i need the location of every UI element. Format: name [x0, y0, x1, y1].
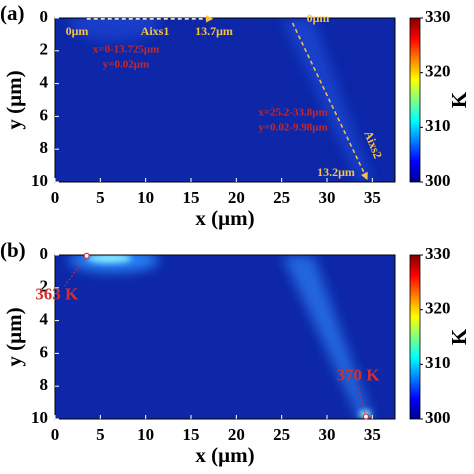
annotation: 0μm [307, 11, 330, 25]
annotation: Aixs1 [141, 24, 170, 38]
heatmap-field [55, 255, 395, 419]
y-axis-label: y (μm) [2, 307, 26, 366]
y-tick-label: 10 [31, 171, 48, 190]
hotspot [362, 413, 370, 420]
colorbar-label: K [447, 91, 471, 108]
y-tick-label: 0 [40, 7, 49, 26]
hotspot [83, 252, 90, 259]
hotspot-label: 370 K [336, 365, 380, 384]
panel-label: (b) [0, 238, 26, 262]
colorbar-tick-label: 320 [425, 299, 451, 318]
heat-streak [281, 18, 373, 182]
colorbar [409, 254, 421, 420]
x-axis-label: x (μm) [195, 443, 254, 467]
plot-frame [54, 17, 396, 183]
x-tick-label: 20 [228, 425, 245, 444]
plot-frame [54, 254, 396, 420]
y-axis-label: y (μm) [2, 70, 26, 129]
x-tick-label: 10 [137, 425, 154, 444]
y-tick-label: 0 [40, 244, 49, 263]
y-tick-label: 4 [40, 73, 49, 92]
x-tick-label: 0 [51, 425, 60, 444]
colorbar-tick-label: 310 [425, 353, 451, 372]
hotspot-label: 363 K [35, 285, 79, 304]
annotation: 13.7μm [195, 24, 233, 38]
colorbar-tick-label: 300 [425, 171, 451, 190]
panel-label: (a) [0, 1, 25, 25]
colorbar-label: K [447, 328, 471, 345]
annotation: 0μm [66, 24, 89, 38]
x-tick-label: 35 [364, 425, 381, 444]
x-tick-label: 30 [319, 425, 336, 444]
x-tick-label: 15 [183, 425, 200, 444]
y-tick-label: 6 [40, 342, 49, 361]
x-axis-label: x (μm) [195, 206, 254, 230]
x-tick-label: 0 [51, 188, 60, 207]
colorbar [409, 17, 421, 183]
y-tick-label: 4 [40, 310, 49, 329]
colorbar-tick-label: 310 [425, 116, 451, 135]
heat-features [68, 18, 373, 182]
colorbar-tick-label: 330 [425, 244, 451, 263]
annotation: y=0.02-9.98μm [258, 122, 327, 134]
x-tick-label: 20 [228, 188, 245, 207]
y-tick-label: 2 [40, 40, 49, 59]
colorbar-tick-label: 320 [425, 62, 451, 81]
x-tick-label: 25 [273, 188, 290, 207]
heat-streak [281, 255, 373, 419]
x-tick-label: 30 [319, 188, 336, 207]
heat-blob [68, 18, 159, 41]
annotation: 13.2μm [317, 165, 355, 179]
y-tick-label: 10 [31, 408, 48, 427]
annotation: x=25.2-33.8μm [258, 107, 327, 119]
annotation: x=0-13.725μm [93, 44, 160, 56]
x-tick-label: 5 [96, 188, 105, 207]
heat-features [68, 255, 373, 419]
x-tick-label: 35 [364, 188, 381, 207]
colorbar-tick-label: 300 [425, 408, 451, 427]
heat-core [87, 255, 132, 264]
y-tick-label: 8 [40, 138, 49, 157]
x-tick-label: 10 [137, 188, 154, 207]
axis2-arrow [291, 22, 368, 181]
hotspot-leader [357, 386, 367, 417]
y-tick-label: 6 [40, 105, 49, 124]
x-tick-label: 25 [273, 425, 290, 444]
colorbar-tick-label: 330 [425, 7, 451, 26]
x-tick-label: 15 [183, 188, 200, 207]
annotation: y=0.02μm [103, 59, 149, 71]
y-tick-label: 8 [40, 375, 49, 394]
y-tick-label: 2 [40, 277, 49, 296]
x-tick-label: 5 [96, 425, 105, 444]
